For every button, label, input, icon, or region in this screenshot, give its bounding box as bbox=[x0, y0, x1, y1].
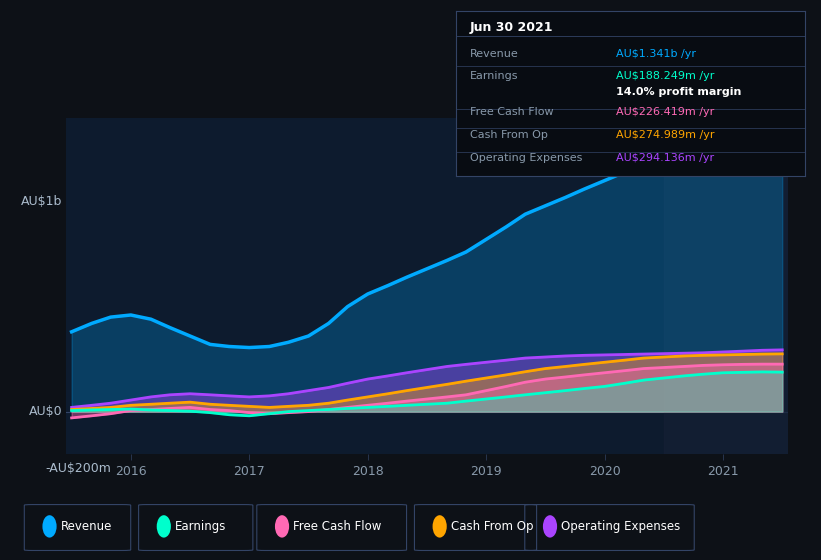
Ellipse shape bbox=[275, 515, 289, 538]
Text: Earnings: Earnings bbox=[470, 71, 518, 81]
Text: -AU$200m: -AU$200m bbox=[45, 462, 111, 475]
Text: AU$188.249m /yr: AU$188.249m /yr bbox=[616, 71, 714, 81]
Ellipse shape bbox=[157, 515, 171, 538]
Text: Free Cash Flow: Free Cash Flow bbox=[470, 107, 553, 117]
Text: 14.0% profit margin: 14.0% profit margin bbox=[616, 87, 741, 97]
Text: AU$1.341b /yr: AU$1.341b /yr bbox=[616, 49, 696, 59]
Text: AU$0: AU$0 bbox=[29, 405, 62, 418]
Text: Earnings: Earnings bbox=[175, 520, 227, 533]
Text: Revenue: Revenue bbox=[61, 520, 112, 533]
Text: AU$294.136m /yr: AU$294.136m /yr bbox=[616, 153, 714, 164]
Text: Operating Expenses: Operating Expenses bbox=[470, 153, 582, 164]
Ellipse shape bbox=[43, 515, 57, 538]
Text: Revenue: Revenue bbox=[470, 49, 518, 59]
Ellipse shape bbox=[433, 515, 447, 538]
Text: Free Cash Flow: Free Cash Flow bbox=[293, 520, 382, 533]
Text: Operating Expenses: Operating Expenses bbox=[561, 520, 681, 533]
Text: AU$226.419m /yr: AU$226.419m /yr bbox=[616, 107, 714, 117]
Text: AU$274.989m /yr: AU$274.989m /yr bbox=[616, 130, 714, 140]
Text: Cash From Op: Cash From Op bbox=[470, 130, 548, 140]
Text: Jun 30 2021: Jun 30 2021 bbox=[470, 21, 553, 34]
Text: AU$1b: AU$1b bbox=[21, 195, 62, 208]
Text: Cash From Op: Cash From Op bbox=[451, 520, 533, 533]
Bar bbox=[664, 118, 794, 454]
Ellipse shape bbox=[543, 515, 557, 538]
